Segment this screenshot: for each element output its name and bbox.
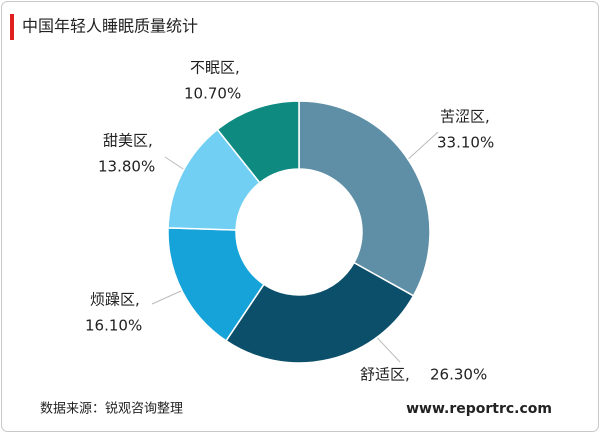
data-label: 26.30%: [430, 366, 487, 384]
slice-label: 苦涩区,: [440, 108, 490, 126]
watermark: www.reportrc.com: [406, 401, 552, 417]
data-label: 13.80%: [98, 158, 155, 176]
donut-slice: [225, 261, 415, 364]
slice-label: 甜美区,: [103, 132, 153, 150]
data-label: 33.10%: [437, 134, 494, 152]
title-accent: [10, 14, 14, 40]
chart-title: 中国年轻人睡眠质量统计: [22, 17, 198, 36]
source: 数据来源：锐观咨询整理: [40, 402, 183, 417]
data-label: 10.70%: [184, 85, 241, 103]
slice-label: 舒适区,: [360, 366, 410, 384]
donut-slice: [216, 100, 300, 184]
slice-label: 烦躁区,: [90, 291, 140, 309]
data-label: 16.10%: [85, 317, 142, 335]
donut-slice: [298, 100, 431, 297]
slice-label: 不眠区,: [190, 59, 240, 77]
